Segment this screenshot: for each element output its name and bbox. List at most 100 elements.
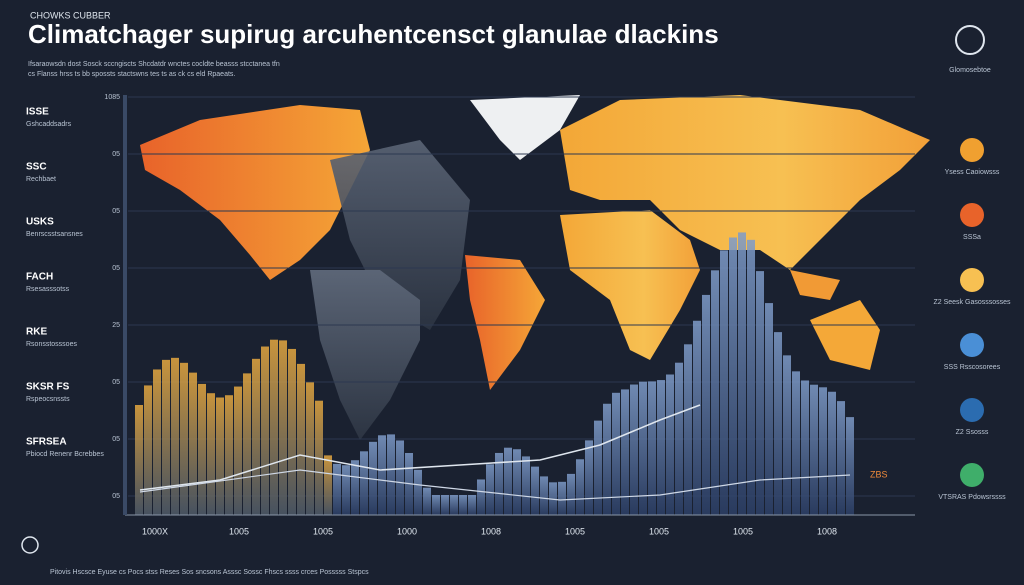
- bar: [486, 464, 494, 515]
- legend-title: SKSR FS: [26, 382, 70, 393]
- legend-text: VTSRAS Pdowsrssss: [938, 494, 1006, 501]
- legend-icon: [960, 398, 984, 422]
- badge: Glomosebtoe: [949, 67, 991, 74]
- bar: [531, 466, 539, 515]
- x-label: 1005: [229, 526, 249, 536]
- legend-title: ISSE: [26, 107, 49, 118]
- bar: [783, 355, 791, 515]
- legend-text: Ysess Caoiowsss: [945, 169, 1000, 176]
- bar: [450, 495, 458, 515]
- bar: [387, 434, 395, 515]
- bar: [819, 387, 827, 515]
- bar: [225, 395, 233, 515]
- bar: [207, 393, 215, 515]
- bar: [585, 440, 593, 515]
- footer: Pitovis Hscsce Eyuse cs Pocs stss Reses …: [50, 569, 369, 576]
- bar: [441, 495, 449, 515]
- bar: [792, 371, 800, 515]
- bar: [603, 403, 611, 515]
- bar: [828, 391, 836, 515]
- bar: [702, 294, 710, 515]
- bar: [162, 359, 170, 515]
- bar: [459, 495, 467, 515]
- legend-text: Rechbaet: [26, 176, 56, 183]
- bar: [657, 380, 665, 515]
- bar: [684, 344, 692, 515]
- bar: [801, 380, 809, 515]
- bar: [477, 479, 485, 515]
- bar: [171, 357, 179, 515]
- bar-chart: [135, 232, 854, 516]
- bar: [423, 487, 431, 515]
- trend-line: [139, 404, 701, 491]
- bar: [504, 447, 512, 515]
- bar: [216, 397, 224, 515]
- x-label: 1005: [565, 526, 585, 536]
- subtitle: cs Flanss hrss ts bb spossts stactswns t…: [28, 71, 235, 78]
- y-label: 05: [112, 151, 120, 158]
- bar: [495, 452, 503, 515]
- bar: [711, 270, 719, 515]
- x-label: 1005: [313, 526, 333, 536]
- bar: [432, 495, 440, 515]
- bar: [639, 381, 647, 515]
- bar: [594, 420, 602, 515]
- y-label: 05: [112, 493, 120, 500]
- bar: [360, 451, 368, 515]
- labels: 1085 05 05 05 25 05 05 05 1000X 1005 1005 1000 1008 1…: [26, 94, 1011, 537]
- bar: [765, 303, 773, 515]
- chart-note: ZBS: [870, 469, 888, 479]
- legend-text: SSSa: [963, 234, 981, 241]
- legend-title: FACH: [26, 272, 53, 283]
- bar: [576, 459, 584, 515]
- bar: [369, 441, 377, 515]
- bar: [522, 456, 530, 515]
- x-label: 1005: [649, 526, 669, 536]
- bar: [306, 382, 314, 515]
- footer-logo: [21, 536, 39, 554]
- bar: [540, 476, 548, 515]
- bar: [243, 373, 251, 515]
- bar: [774, 332, 782, 515]
- bar: [414, 469, 422, 515]
- bar: [558, 481, 566, 515]
- bar: [189, 372, 197, 515]
- bar: [747, 239, 755, 515]
- logo: [955, 25, 985, 55]
- bar: [846, 417, 854, 515]
- bar: [756, 271, 764, 515]
- x-label: 1008: [817, 526, 837, 536]
- bar: [810, 384, 818, 515]
- legend-icon: [960, 268, 984, 292]
- bar: [468, 495, 476, 515]
- bar: [234, 386, 242, 515]
- bar: [729, 237, 737, 516]
- bar: [180, 362, 188, 515]
- bar: [612, 392, 620, 515]
- bar: [153, 369, 161, 515]
- bar: [738, 232, 746, 515]
- bar: [648, 381, 656, 515]
- title: Climatchager supirug arcuhentcensct glan…: [28, 19, 719, 49]
- legend-title: USKS: [26, 217, 54, 228]
- bar: [324, 455, 332, 515]
- legend-icon: [960, 333, 984, 357]
- x-label: 1008: [481, 526, 501, 536]
- legend-icon: [960, 138, 984, 162]
- y-label: 05: [112, 208, 120, 215]
- bar: [297, 363, 305, 515]
- y-label: 05: [112, 436, 120, 443]
- legend-title: SFRSEA: [26, 437, 67, 448]
- bar: [342, 465, 350, 515]
- legend-text: Pbiocd Renenr Bcrebbes: [26, 451, 104, 458]
- x-label: 1005: [733, 526, 753, 536]
- legend-text: Gshcaddsadrs: [26, 121, 72, 128]
- y-label: 05: [112, 265, 120, 272]
- map: [140, 95, 930, 440]
- x-label: 1000: [397, 526, 417, 536]
- subtitle: Ifsaraowsdn dost Sosck sccngiscts Shcdat…: [28, 61, 280, 68]
- legend-icon: [960, 463, 984, 487]
- bar: [396, 440, 404, 515]
- bar: [621, 389, 629, 515]
